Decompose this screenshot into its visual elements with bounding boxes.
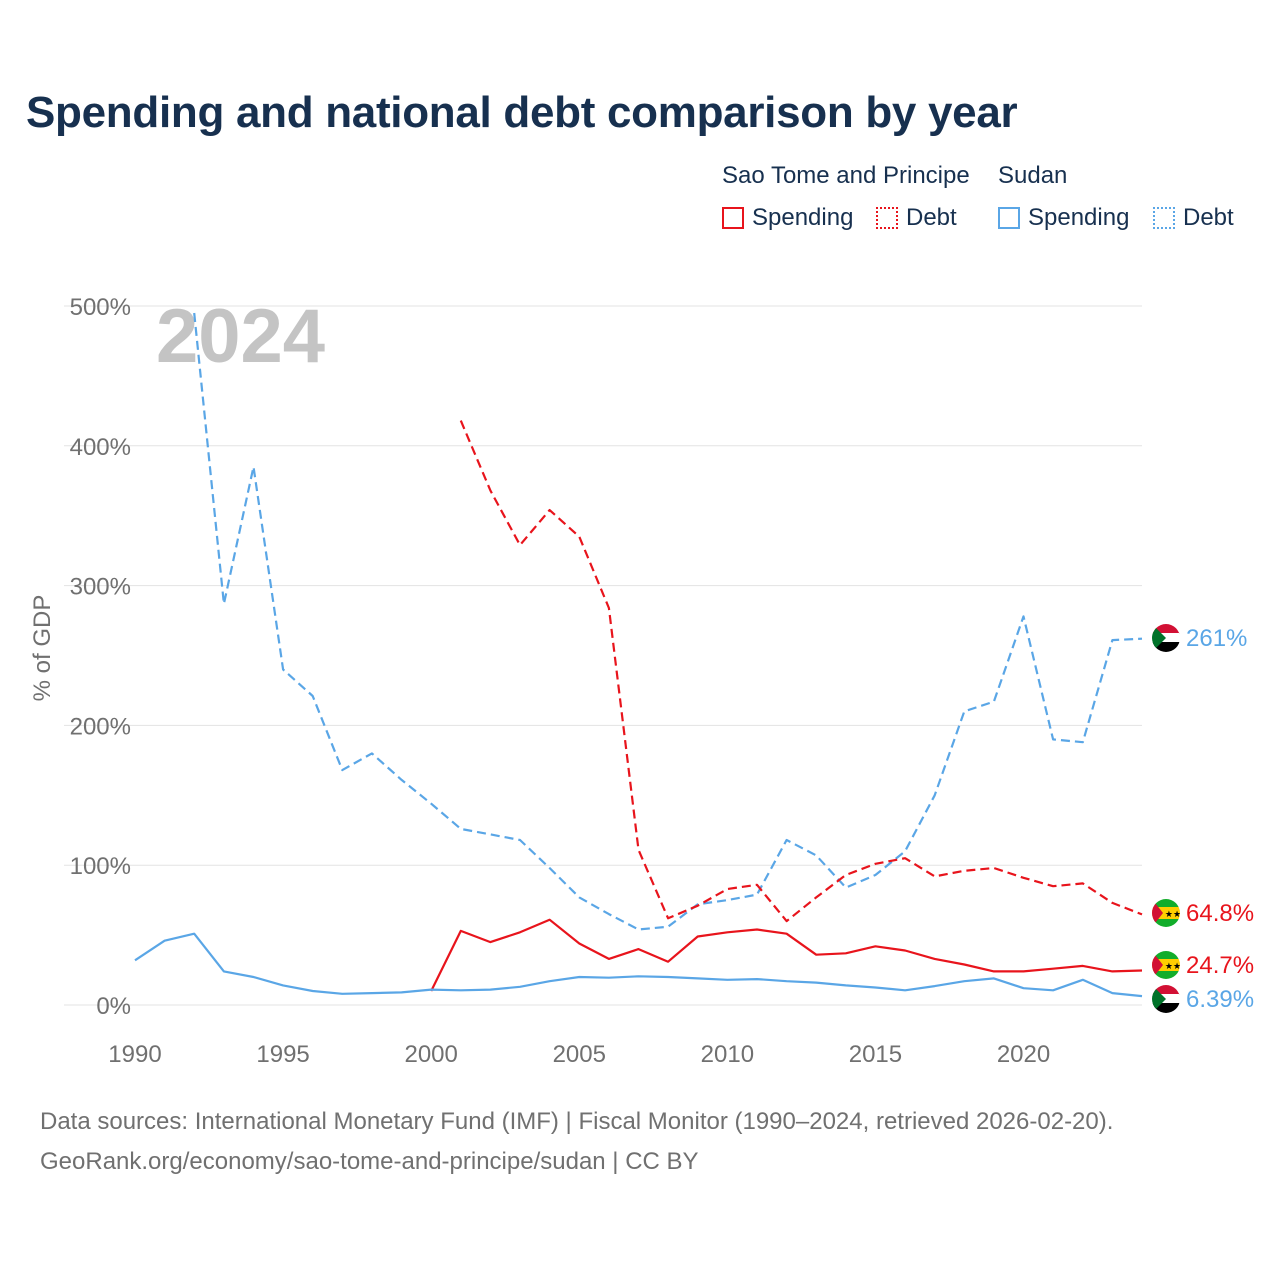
y-tick-label: 400% xyxy=(70,434,131,461)
sao-tome-flag-icon: ★★ xyxy=(1152,899,1181,927)
x-tick-label: 2010 xyxy=(701,1041,754,1068)
legend-item-sudan-spending[interactable]: Spending xyxy=(998,204,1129,232)
chart-area: 0% 100% 200% 300% 400% 500% 1990 1995 2000 2005 2… xyxy=(29,294,1254,1068)
x-tick-label: 2000 xyxy=(404,1041,457,1068)
legend-label: Spending xyxy=(752,204,854,231)
y-tick-label: 0% xyxy=(96,993,131,1020)
legend-item-sao-tome-debt[interactable]: Debt xyxy=(876,204,957,232)
legend-item-sudan-debt[interactable]: Debt xyxy=(1153,204,1234,232)
y-tick-label: 300% xyxy=(70,574,131,601)
legend-label: Debt xyxy=(1183,204,1234,231)
series-line-sudan-spending[interactable] xyxy=(134,932,1143,998)
end-label-sao-tome-debt: 64.8% xyxy=(1186,900,1254,927)
footer-attribution: GeoRank.org/economy/sao-tome-and-princip… xyxy=(40,1148,699,1175)
y-axis-label: % of GDP xyxy=(29,595,56,702)
legend-group-sao-tome: Sao Tome and Principe xyxy=(722,162,970,189)
x-tick-label: 1995 xyxy=(256,1041,309,1068)
end-label-sao-tome-spending: 24.7% xyxy=(1186,952,1254,979)
end-label-sudan-spending: 6.39% xyxy=(1186,986,1254,1013)
legend-label: Spending xyxy=(1028,204,1130,231)
legend-label: Debt xyxy=(906,204,957,231)
legend-swatch-dotted-icon xyxy=(1153,207,1175,229)
series-line-sudan-debt[interactable] xyxy=(193,312,1143,931)
y-tick-label: 500% xyxy=(70,294,131,321)
svg-text:★★: ★★ xyxy=(1165,961,1181,971)
x-tick-label: 2005 xyxy=(553,1041,606,1068)
sudan-flag-icon xyxy=(1152,985,1180,1013)
chart-title: Spending and national debt comparison by… xyxy=(26,88,1018,137)
footer-sources: Data sources: International Monetary Fun… xyxy=(40,1108,1114,1135)
year-watermark: 2024 xyxy=(156,294,325,379)
legend-swatch-solid-icon xyxy=(998,207,1020,229)
sao-tome-flag-icon: ★★ xyxy=(1152,951,1181,979)
sudan-flag-icon xyxy=(1152,624,1180,652)
legend-swatch-dotted-icon xyxy=(876,207,898,229)
x-tick-label: 1990 xyxy=(108,1041,161,1068)
series-line-sao-tome-and-principe-spending[interactable] xyxy=(430,918,1143,992)
x-tick-label: 2020 xyxy=(997,1041,1050,1068)
y-tick-label: 200% xyxy=(70,713,131,740)
legend-item-sao-tome-spending[interactable]: Spending xyxy=(722,204,853,232)
legend-swatch-solid-icon xyxy=(722,207,744,229)
svg-text:★★: ★★ xyxy=(1165,909,1181,919)
y-tick-label: 100% xyxy=(70,853,131,880)
legend-group-sudan: Sudan xyxy=(998,162,1068,189)
series-line-sao-tome-and-principe-debt[interactable] xyxy=(459,420,1143,923)
end-label-sudan-debt: 261% xyxy=(1186,625,1247,652)
x-tick-label: 2015 xyxy=(849,1041,902,1068)
